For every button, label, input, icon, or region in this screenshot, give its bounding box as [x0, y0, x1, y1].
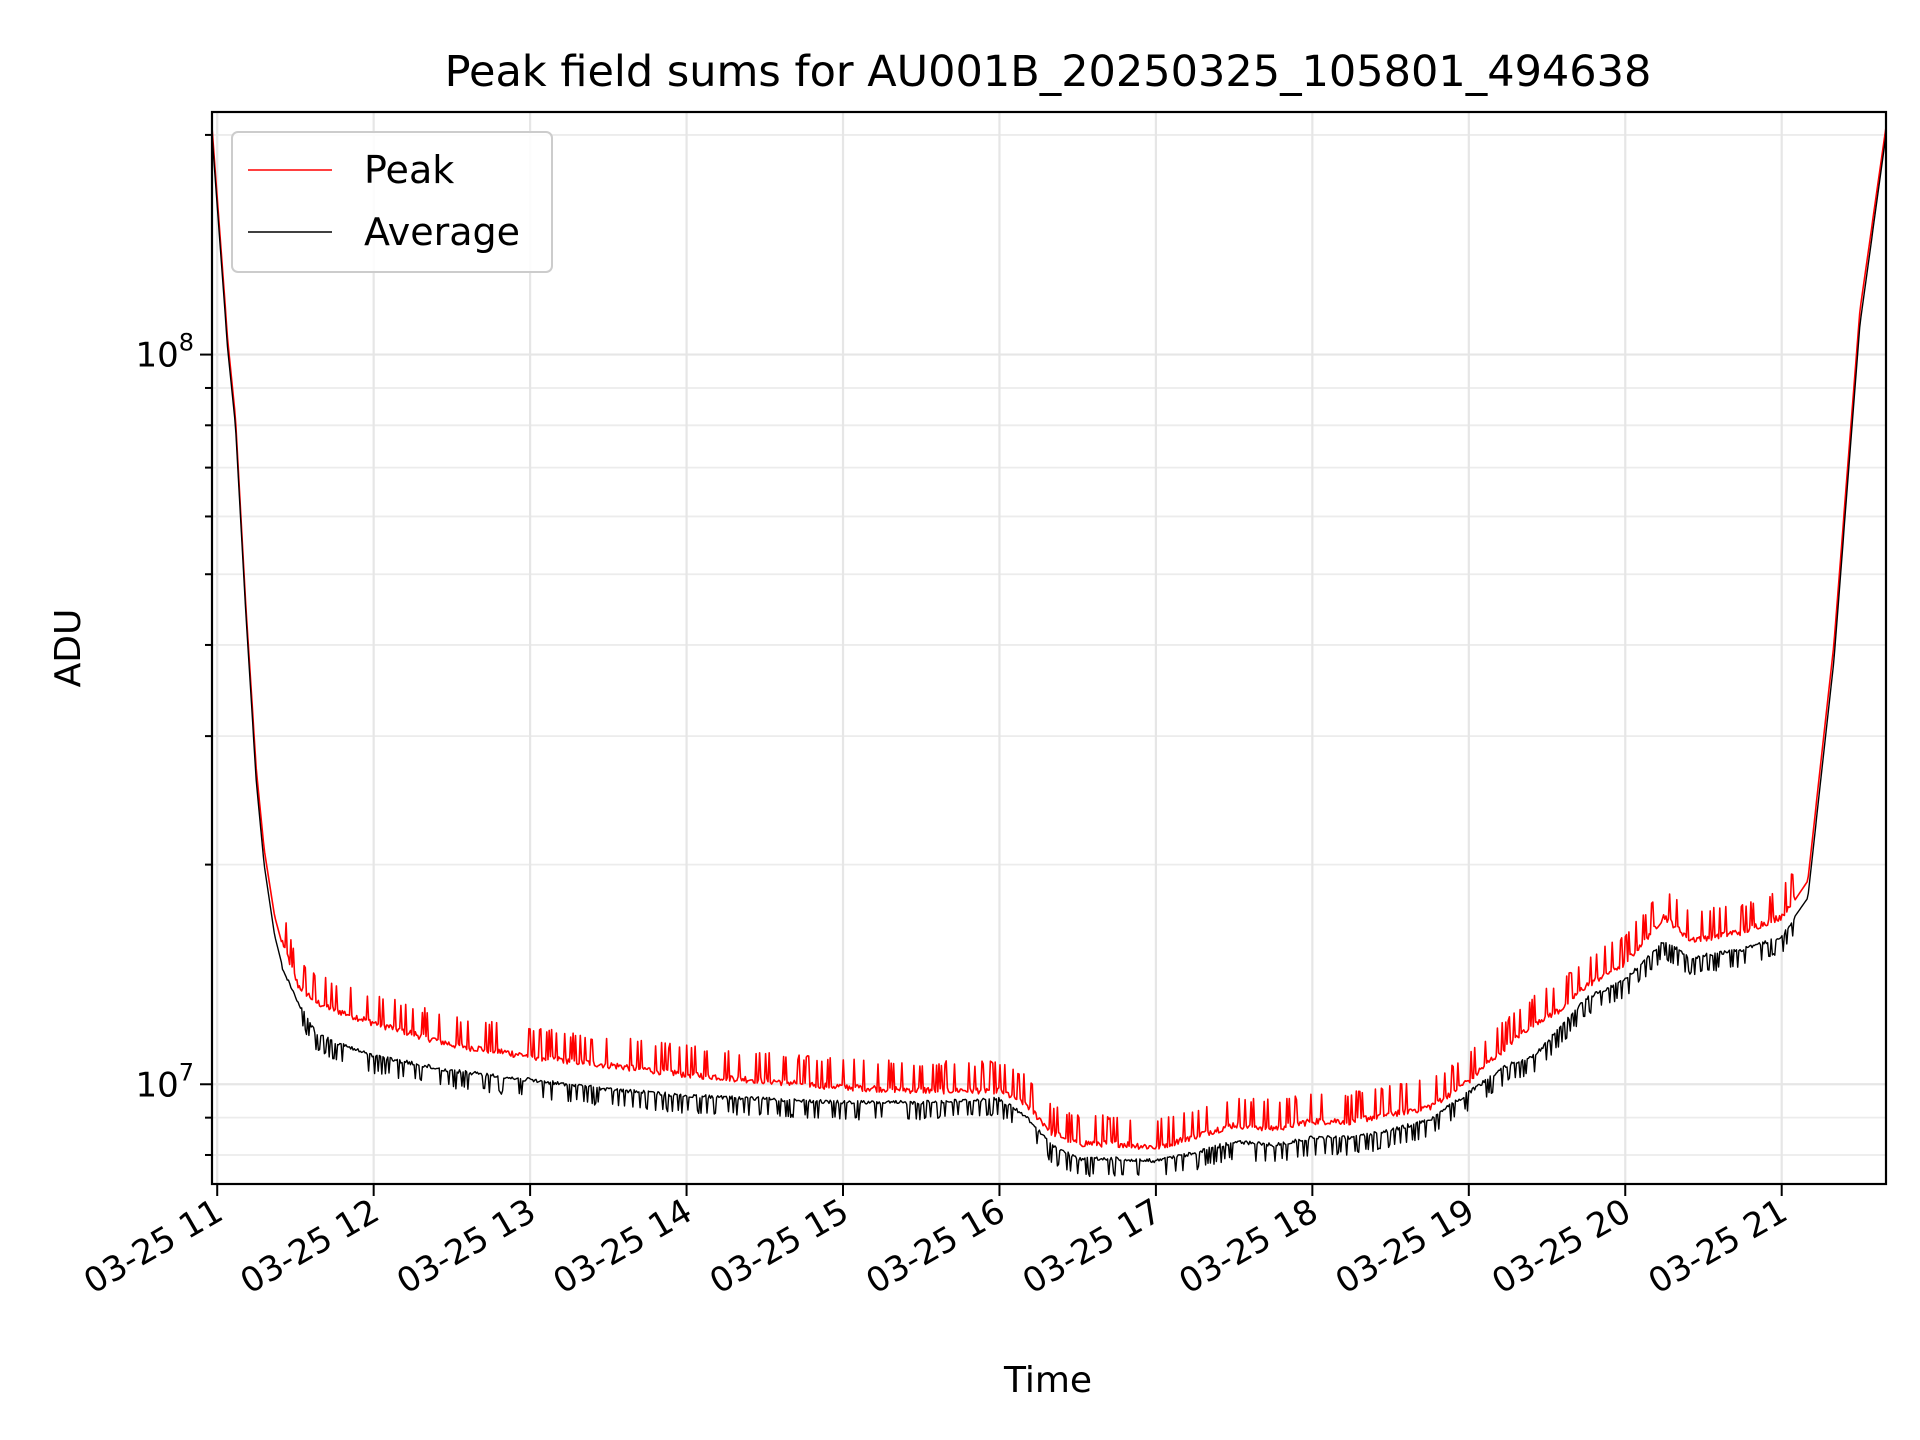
y-tick-exponent: 8 — [179, 329, 194, 357]
y-axis-label: ADU — [48, 609, 89, 688]
legend: Peak Average — [231, 131, 553, 273]
chart-title: Peak field sums for AU001B_20250325_1058… — [445, 47, 1652, 97]
y-tick-base: 10 — [135, 336, 178, 376]
y-tick-base: 10 — [135, 1065, 178, 1105]
legend-label: Average — [364, 210, 520, 254]
legend-label: Peak — [364, 148, 454, 192]
series-line-average — [211, 134, 1887, 1178]
y-tick-exponent: 7 — [179, 1058, 194, 1086]
legend-box — [231, 131, 553, 273]
plot-frame — [210, 110, 1888, 1186]
y-tick-label: 108 — [135, 329, 194, 376]
grid — [212, 112, 1886, 1184]
x-axis-label: Time — [1003, 1360, 1092, 1401]
y-tick-label: 107 — [135, 1058, 194, 1105]
series-lines — [211, 126, 1887, 1178]
series-line-peak — [211, 126, 1887, 1150]
